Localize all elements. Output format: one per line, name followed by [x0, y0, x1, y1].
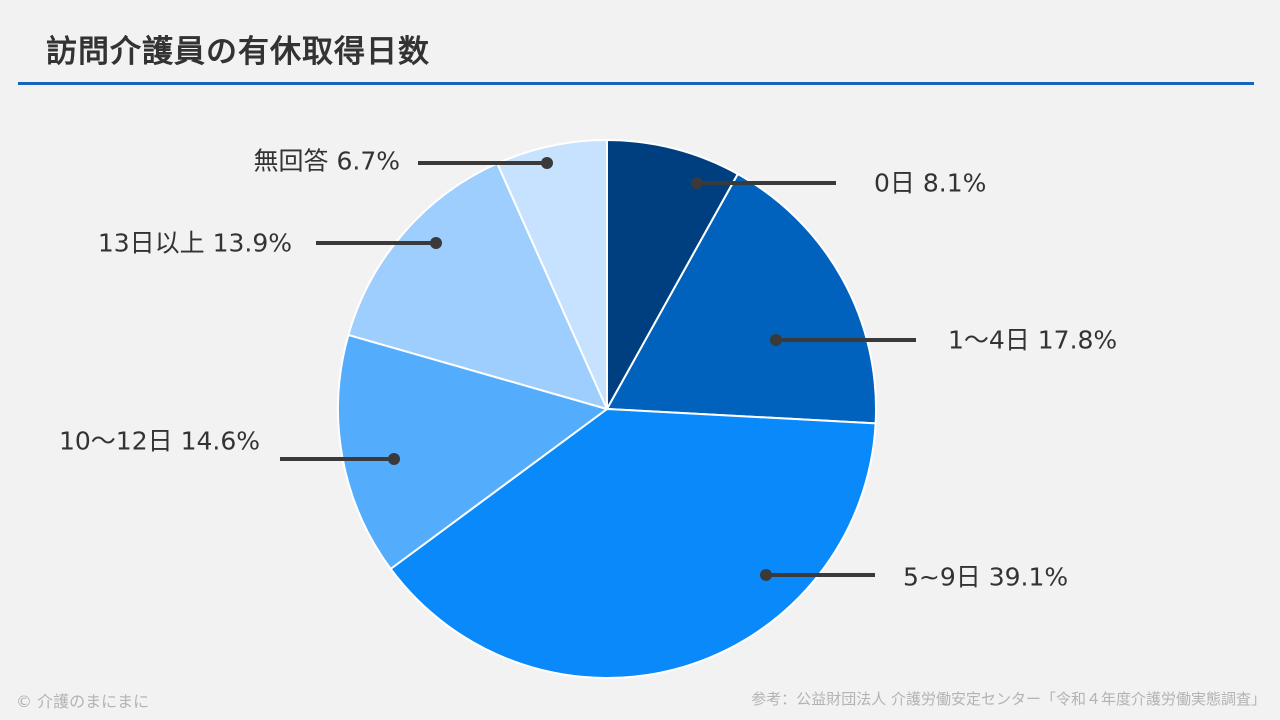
- copyright-text: © 介護のまにまに: [16, 692, 150, 711]
- leader-dot-2: [760, 569, 772, 581]
- data-label-1: 1〜4日 17.8%: [948, 326, 1117, 355]
- pie-slice-0: [606, 139, 739, 410]
- source-note: 参考：公益財団法人 介護労働安定センター「令和４年度介護労働実態調査」: [751, 690, 1266, 708]
- leader-dot-5: [541, 157, 553, 169]
- data-label-2: 5~9日 39.1%: [903, 563, 1068, 592]
- data-label-5: 無回答 6.7%: [254, 147, 400, 176]
- leader-dot-3: [388, 453, 400, 465]
- pie-slices: [337, 139, 878, 679]
- data-label-3: 10〜12日 14.6%: [59, 427, 260, 456]
- leader-dot-0: [691, 177, 703, 189]
- pie-slice-3: [337, 333, 608, 570]
- leader-dot-1: [770, 334, 782, 346]
- pie-slice-4: [347, 162, 608, 410]
- data-label-0: 0日 8.1%: [874, 169, 986, 198]
- pie-slice-1: [606, 172, 878, 425]
- title-underline: [18, 82, 1254, 85]
- data-label-4: 13日以上 13.9%: [98, 229, 292, 258]
- leader-dot-4: [430, 237, 442, 249]
- pie-slice-2: [389, 408, 877, 679]
- page-title: 訪問介護員の有休取得日数: [46, 34, 430, 70]
- pie-labels: 0日 8.1% 1〜4日 17.8% 5~9日 39.1% 10〜12日 14.6% 1…: [59, 147, 1117, 592]
